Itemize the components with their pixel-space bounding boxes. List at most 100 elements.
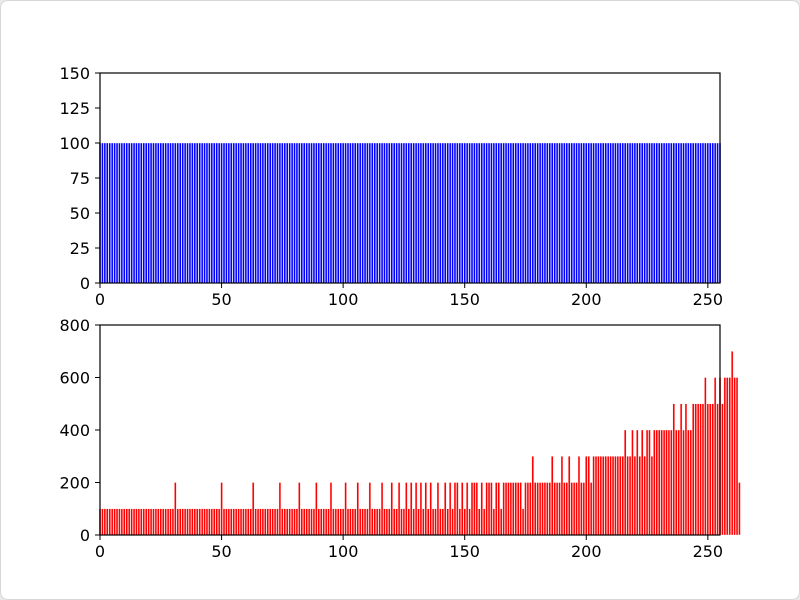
bar <box>711 403 714 536</box>
bar <box>230 508 233 536</box>
bar <box>388 142 391 284</box>
bar <box>120 142 124 284</box>
bar <box>256 508 260 536</box>
bar <box>633 142 637 284</box>
bar <box>344 482 347 536</box>
bar <box>215 508 218 536</box>
bar <box>621 142 624 284</box>
bar <box>383 142 386 284</box>
bar <box>276 508 279 536</box>
bar <box>677 142 680 284</box>
bar <box>317 508 320 536</box>
bar <box>735 377 739 536</box>
bar <box>587 456 590 536</box>
bar <box>410 142 413 284</box>
bar <box>171 508 175 536</box>
bar <box>376 508 379 536</box>
bar <box>130 508 133 536</box>
bar <box>303 142 306 284</box>
bar <box>196 142 199 284</box>
bar <box>366 508 369 536</box>
bar <box>286 142 289 284</box>
bar <box>317 142 320 284</box>
bar <box>422 508 425 536</box>
bar <box>329 482 333 536</box>
bar <box>667 429 671 536</box>
bar <box>390 482 393 536</box>
bar <box>534 142 537 284</box>
bar <box>383 508 386 536</box>
bar <box>407 142 410 284</box>
bar <box>115 142 119 284</box>
bar <box>692 403 695 536</box>
bar <box>149 142 153 284</box>
bar <box>696 403 700 536</box>
bar <box>434 508 437 536</box>
bar <box>650 456 654 536</box>
bar <box>461 482 464 536</box>
bar <box>543 482 547 536</box>
bar <box>310 508 313 536</box>
bar <box>186 142 189 284</box>
y-tick-label: 600 <box>59 369 90 388</box>
bar <box>273 508 277 536</box>
bar <box>259 508 262 536</box>
bar <box>684 142 688 284</box>
x-tick-label: 100 <box>328 542 359 561</box>
bar <box>687 429 690 536</box>
bar <box>507 142 510 284</box>
bar <box>670 429 673 536</box>
bar <box>249 142 252 284</box>
bar <box>179 508 182 536</box>
bar <box>164 508 167 536</box>
bar <box>502 142 505 284</box>
bar <box>359 142 362 284</box>
bar <box>648 142 651 284</box>
bar <box>495 142 498 284</box>
bar <box>624 429 627 536</box>
bar <box>631 142 634 284</box>
bar <box>264 508 267 536</box>
bar <box>198 508 201 536</box>
x-tick-label: 200 <box>571 290 602 309</box>
bar <box>453 142 457 284</box>
bar <box>106 142 109 284</box>
bar <box>638 142 641 284</box>
bar <box>580 482 583 536</box>
bar <box>670 142 673 284</box>
bar <box>485 142 488 284</box>
bar <box>572 482 576 536</box>
bar <box>312 508 316 536</box>
bar <box>108 142 111 284</box>
bar <box>483 142 486 284</box>
x-tick-label: 150 <box>449 542 480 561</box>
bar <box>682 429 685 536</box>
bar <box>633 456 637 536</box>
bar <box>351 508 355 536</box>
bar <box>278 142 282 284</box>
bar <box>140 508 143 536</box>
bar <box>587 142 590 284</box>
bar <box>723 377 727 536</box>
bar <box>716 142 719 284</box>
y-tick-label: 200 <box>59 474 90 493</box>
bar <box>210 142 213 284</box>
x-tick-label: 250 <box>693 542 724 561</box>
bar <box>572 142 576 284</box>
bar <box>191 508 194 536</box>
bar <box>436 482 440 536</box>
bar <box>239 142 243 284</box>
bar <box>103 508 107 536</box>
bar <box>210 508 213 536</box>
bar <box>380 142 384 284</box>
bar <box>320 508 323 536</box>
bar <box>405 482 408 536</box>
bar <box>628 142 632 284</box>
bar <box>694 403 697 536</box>
bar <box>672 403 675 536</box>
bar <box>341 508 345 536</box>
bar <box>395 508 398 536</box>
bar <box>478 142 481 284</box>
bar <box>417 142 420 284</box>
bar <box>582 482 585 536</box>
